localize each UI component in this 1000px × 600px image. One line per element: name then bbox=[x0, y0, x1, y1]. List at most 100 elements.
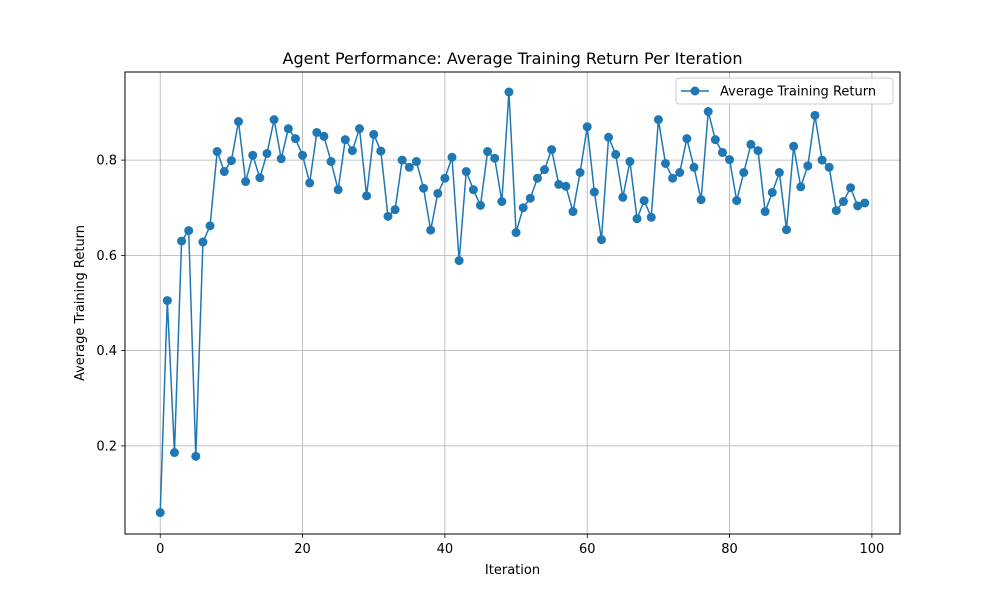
data-point bbox=[461, 167, 471, 177]
data-point bbox=[589, 187, 599, 197]
data-point bbox=[710, 135, 720, 145]
data-point bbox=[447, 152, 457, 162]
chart-title: Agent Performance: Average Training Retu… bbox=[283, 49, 743, 68]
data-point bbox=[347, 146, 357, 156]
data-point bbox=[326, 157, 336, 167]
data-point bbox=[596, 235, 606, 245]
data-point bbox=[369, 129, 379, 139]
data-point bbox=[860, 198, 870, 208]
data-point bbox=[668, 173, 678, 183]
legend-box bbox=[675, 77, 894, 105]
data-point bbox=[525, 193, 535, 203]
data-point bbox=[540, 165, 550, 175]
data-point bbox=[198, 237, 208, 247]
data-point bbox=[354, 124, 364, 134]
data-point bbox=[362, 191, 372, 201]
data-point bbox=[490, 153, 500, 163]
data-point bbox=[255, 173, 265, 183]
data-point bbox=[846, 183, 856, 193]
data-point bbox=[155, 508, 165, 518]
data-point bbox=[618, 192, 628, 202]
series-line bbox=[159, 91, 866, 513]
data-point bbox=[212, 147, 222, 157]
data-point bbox=[433, 188, 443, 198]
data-point bbox=[390, 205, 400, 215]
data-point bbox=[774, 167, 784, 177]
data-point bbox=[767, 188, 777, 198]
data-point bbox=[532, 173, 542, 183]
data-point bbox=[604, 132, 614, 142]
data-point bbox=[732, 196, 742, 206]
y-tick-label: 0.8 bbox=[96, 154, 117, 169]
data-point bbox=[290, 134, 300, 144]
data-point bbox=[675, 167, 685, 177]
data-point bbox=[184, 226, 194, 236]
data-point bbox=[653, 115, 663, 125]
data-point bbox=[241, 177, 251, 187]
data-point bbox=[269, 115, 279, 125]
data-point bbox=[725, 155, 735, 165]
data-point bbox=[575, 167, 585, 177]
data-point bbox=[689, 162, 699, 172]
data-point bbox=[483, 147, 493, 157]
data-point bbox=[276, 154, 286, 164]
data-point bbox=[234, 117, 244, 127]
legend-label: Average Training Return bbox=[720, 85, 876, 100]
data-point bbox=[518, 203, 528, 213]
y-tick-label: 0.4 bbox=[96, 344, 117, 359]
data-point bbox=[547, 145, 557, 155]
data-point bbox=[646, 212, 656, 222]
data-point bbox=[568, 207, 578, 217]
data-point bbox=[582, 122, 592, 132]
data-point bbox=[298, 150, 308, 160]
y-tick-label: 0.2 bbox=[96, 439, 117, 454]
legend-marker-sample bbox=[690, 86, 700, 96]
data-point bbox=[760, 207, 770, 217]
data-point bbox=[824, 162, 834, 172]
data-point bbox=[219, 167, 229, 177]
data-point bbox=[853, 201, 863, 211]
data-point bbox=[305, 178, 315, 188]
data-point bbox=[397, 155, 407, 165]
x-tick-label: 20 bbox=[294, 542, 311, 557]
data-point bbox=[796, 182, 806, 192]
data-point bbox=[703, 107, 713, 117]
x-tick-label: 0 bbox=[156, 542, 164, 557]
data-point bbox=[661, 158, 671, 168]
data-point bbox=[319, 131, 329, 141]
y-axis-ticks: 0.2 0.4 0.6 0.8 bbox=[96, 154, 125, 454]
data-point bbox=[831, 206, 841, 216]
data-point bbox=[248, 150, 258, 160]
data-point bbox=[475, 200, 485, 210]
data-point bbox=[781, 225, 791, 235]
data-point bbox=[262, 148, 272, 158]
data-point bbox=[696, 195, 706, 205]
data-point bbox=[177, 236, 187, 246]
legend: Average Training Return bbox=[675, 77, 894, 105]
data-point bbox=[803, 161, 813, 171]
data-point bbox=[404, 162, 414, 172]
data-point bbox=[746, 139, 756, 149]
data-point bbox=[283, 124, 293, 134]
data-point bbox=[632, 214, 642, 224]
data-point bbox=[419, 183, 429, 193]
data-point bbox=[753, 146, 763, 156]
x-tick-label: 60 bbox=[579, 542, 596, 557]
grid bbox=[125, 72, 900, 534]
data-point bbox=[639, 196, 649, 206]
data-point bbox=[312, 127, 322, 137]
x-tick-label: 80 bbox=[721, 542, 738, 557]
data-point bbox=[682, 134, 692, 144]
data-point bbox=[440, 173, 450, 183]
data-point bbox=[789, 141, 799, 151]
data-point bbox=[383, 211, 393, 221]
data-point bbox=[717, 147, 727, 157]
data-point bbox=[162, 296, 172, 306]
data-point bbox=[426, 225, 436, 235]
data-point bbox=[810, 110, 820, 120]
data-point bbox=[333, 185, 343, 195]
data-point bbox=[169, 448, 179, 458]
data-point bbox=[739, 167, 749, 177]
data-point bbox=[561, 181, 571, 191]
